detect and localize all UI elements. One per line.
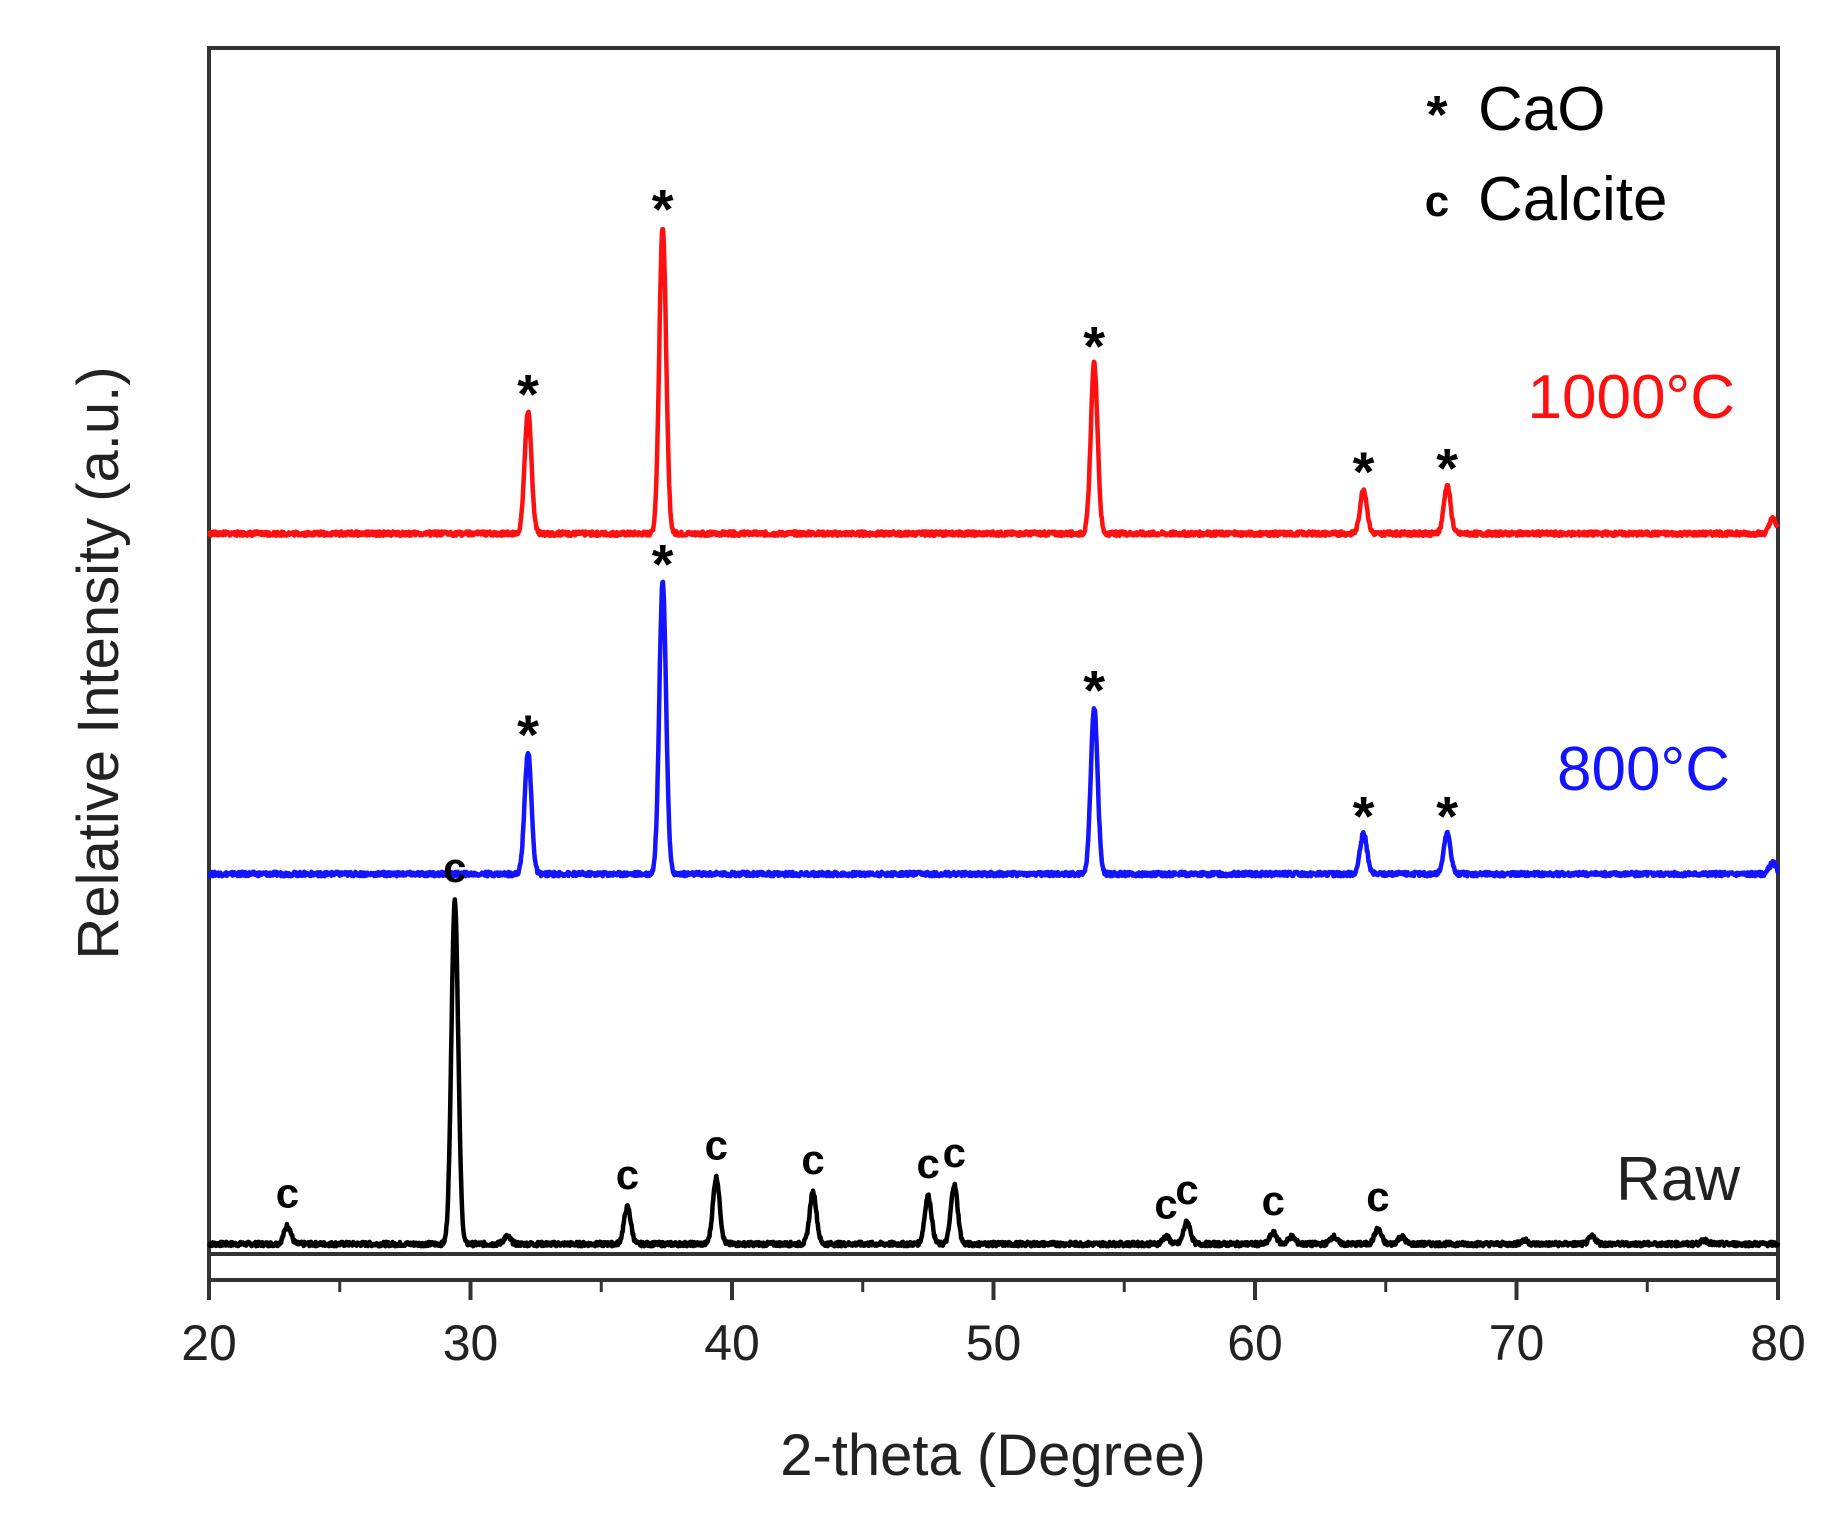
cao-peak-marker: * xyxy=(1436,437,1458,500)
series-label-1000c: 1000°C xyxy=(1528,363,1736,432)
cao-peak-marker: * xyxy=(1353,440,1375,503)
x-tick-label: 50 xyxy=(966,1315,1022,1371)
cao-peak-marker: * xyxy=(1436,784,1458,847)
legend: * CaO c Calcite xyxy=(1425,75,1668,234)
x-tick-label: 60 xyxy=(1227,1315,1283,1371)
series-layer xyxy=(206,227,1781,1249)
cao-peak-marker: * xyxy=(517,363,539,426)
legend-label-cao: CaO xyxy=(1478,75,1605,144)
x-tick-label: 70 xyxy=(1489,1315,1545,1371)
series-line-0 xyxy=(207,897,1781,1249)
series-line-1 xyxy=(206,579,1780,879)
calcite-peak-marker: c xyxy=(705,1121,728,1168)
calcite-peak-marker: c xyxy=(943,1129,966,1176)
legend-label-calcite: Calcite xyxy=(1478,165,1668,234)
calcite-peak-marker: c xyxy=(616,1151,639,1198)
calcite-peak-marker: c xyxy=(1366,1173,1389,1220)
series-line-2 xyxy=(206,227,1781,539)
calcite-peak-marker: c xyxy=(801,1136,824,1183)
series-label-800c: 800°C xyxy=(1557,735,1730,804)
legend-symbol-cao: * xyxy=(1426,85,1447,145)
series-label-raw: Raw xyxy=(1616,1145,1740,1214)
cao-peak-marker: * xyxy=(652,178,674,241)
y-axis-title: Relative Intensity (a.u.) xyxy=(66,366,131,959)
cao-peak-marker: * xyxy=(1083,659,1105,722)
cao-peak-marker: * xyxy=(1083,314,1105,377)
cao-peak-marker: * xyxy=(517,703,539,766)
x-tick-label: 80 xyxy=(1750,1315,1806,1371)
calcite-peak-marker: c xyxy=(1154,1181,1177,1228)
x-tick-label: 20 xyxy=(181,1315,237,1371)
calcite-peak-marker: c xyxy=(1262,1177,1285,1224)
x-ticks xyxy=(207,1280,1780,1300)
calcite-peak-marker: c xyxy=(443,844,466,891)
x-tick-label: 40 xyxy=(704,1315,760,1371)
x-axis-title: 2-theta (Degree) xyxy=(780,1423,1206,1488)
calcite-peak-marker: c xyxy=(1175,1166,1198,1213)
calcite-peak-marker: c xyxy=(916,1140,939,1187)
cao-peak-marker: * xyxy=(652,533,674,596)
calcite-peak-marker: c xyxy=(276,1170,299,1217)
cao-peak-marker: * xyxy=(1353,784,1375,847)
x-tick-label: 30 xyxy=(443,1315,499,1371)
legend-symbol-calcite: c xyxy=(1425,177,1449,226)
x-tick-labels: 20 30 40 50 60 70 80 xyxy=(181,1315,1806,1371)
